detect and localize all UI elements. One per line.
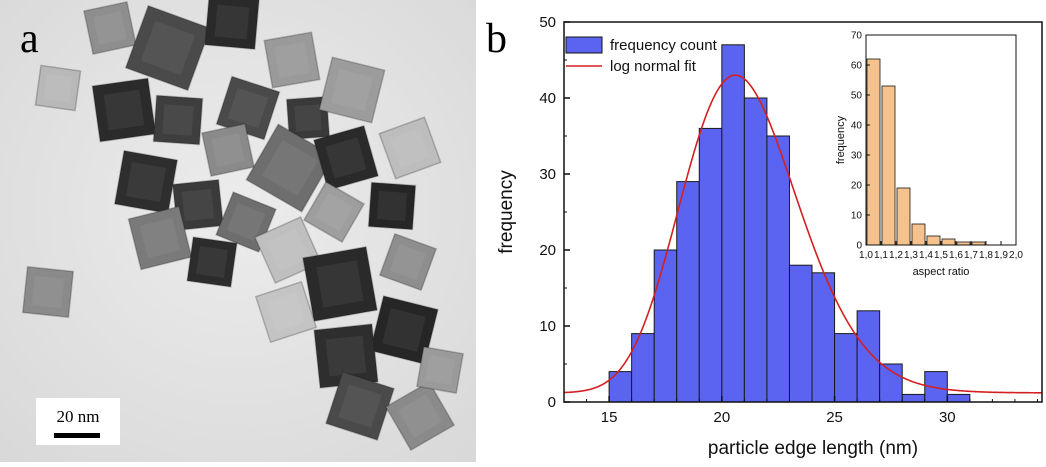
histogram-bar [766, 135, 790, 403]
nanocube [312, 124, 380, 192]
histogram-bar [901, 393, 926, 403]
histogram-panel: b 15 20 25 30 0 10 20 30 40 50 particle edge lengt… [478, 0, 1046, 462]
nanocube [369, 295, 439, 365]
nanocube [318, 56, 386, 124]
inset-bar [941, 238, 956, 246]
y-axis-title: frequency [496, 170, 517, 254]
inset-x-tick-label: 2,0 [1009, 250, 1023, 261]
histogram-bar [653, 249, 678, 403]
nanocube [378, 116, 442, 180]
nanocube [215, 75, 281, 141]
histogram-bar [788, 264, 813, 403]
log-normal-fit-line [563, 74, 1042, 394]
inset-bar [911, 223, 926, 246]
inset-x-tick-label: 1,5 [934, 250, 948, 261]
tem-micrograph: a 20 nm [0, 0, 476, 462]
inset-bar [926, 235, 941, 246]
histogram-chart: b 15 20 25 30 0 10 20 30 40 50 particle edge lengt… [478, 0, 1046, 462]
x-tick-label: 15 [601, 409, 618, 426]
nanocube [254, 280, 318, 344]
nanocube [302, 180, 366, 244]
inset-histogram: 1,0 1,1 1,2 1,3 1,4 1,5 1,6 1,7 1,8 1,9 2,0 0 10 20 30… [835, 31, 1023, 279]
nanocube [285, 95, 331, 141]
main-histogram: 15 20 25 30 0 10 20 30 40 50 particle edge length … [496, 14, 1043, 459]
y-tick-label: 20 [539, 242, 556, 259]
tem-image-panel: a 20 nm [0, 0, 476, 462]
nanocube [113, 149, 179, 215]
histogram-bar [946, 393, 971, 403]
inset-y-tick-label: 40 [851, 121, 863, 132]
nanocube [384, 380, 456, 452]
inset-y-axis-title: frequency [835, 115, 847, 164]
legend-swatch-bar [565, 36, 603, 54]
nanocube [302, 246, 378, 322]
inset-y-tick-label: 20 [851, 181, 863, 192]
x-tick-label: 30 [939, 409, 956, 426]
inset-x-tick-label: 1,3 [904, 250, 918, 261]
histogram-bar [743, 97, 768, 403]
inset-y-tick-label: 0 [856, 241, 862, 252]
nanocube [124, 4, 212, 92]
inset-bar [896, 187, 911, 246]
nanocube [245, 123, 335, 213]
nanocube [201, 123, 255, 177]
nanocube [83, 1, 137, 55]
nanocube [127, 205, 193, 271]
nanocube [263, 31, 321, 89]
nanocube [34, 64, 82, 112]
legend-label: frequency count [610, 37, 718, 54]
scale-bar-label: 20 nm [57, 407, 100, 426]
inset-bar [866, 58, 881, 246]
panel-letter-a: a [20, 16, 39, 62]
histogram-bar [856, 310, 881, 403]
inset-x-tick-label: 1,8 [979, 250, 993, 261]
nanocube [325, 371, 395, 441]
y-tick-label: 30 [539, 166, 556, 183]
inset-y-tick-label: 10 [851, 211, 863, 222]
nanocube [415, 345, 465, 395]
nanocube [367, 181, 417, 231]
y-tick-label: 0 [548, 394, 556, 411]
histogram-bar [721, 44, 745, 403]
inset-bar [881, 85, 896, 246]
y-tick-label: 10 [539, 318, 556, 335]
y-tick-label: 40 [539, 90, 556, 107]
inset-y-tick-label: 70 [851, 31, 863, 42]
inset-x-tick-label: 1,0 [859, 250, 873, 261]
legend: frequency count log normal fit [565, 36, 718, 75]
inset-x-tick-label: 1,4 [919, 250, 933, 261]
x-tick-label: 20 [713, 409, 730, 426]
x-tick-label: 25 [826, 409, 843, 426]
nanocube [186, 236, 238, 288]
panel-letter-b: b [486, 16, 507, 62]
inset-y-tick-label: 60 [851, 61, 863, 72]
nanocube [204, 0, 260, 50]
inset-x-axis-title: aspect ratio [913, 266, 970, 278]
inset-y-tick-label: 50 [851, 91, 863, 102]
nanocube [21, 265, 75, 319]
inset-x-tick-label: 1,6 [949, 250, 963, 261]
nanocube [152, 94, 204, 146]
histogram-bar [698, 127, 723, 403]
nanocube [378, 232, 438, 292]
nanocube-group [21, 0, 465, 452]
histogram-bar [834, 333, 858, 403]
inset-x-tick-label: 1,2 [889, 250, 903, 261]
y-tick-label: 50 [539, 14, 556, 31]
legend-label: log normal fit [610, 58, 697, 75]
histogram-bar [676, 181, 700, 403]
scale-bar [54, 433, 100, 438]
inset-y-tick-label: 30 [851, 151, 863, 162]
nanocube [171, 178, 225, 232]
inset-x-tick-label: 1,9 [994, 250, 1008, 261]
inset-x-tick-label: 1,1 [874, 250, 888, 261]
x-axis-title: particle edge length (nm) [708, 438, 918, 459]
histogram-bar [879, 363, 903, 403]
nanocube [91, 77, 157, 143]
inset-x-tick-label: 1,7 [964, 250, 978, 261]
histogram-bar [608, 371, 633, 403]
histogram-bar [811, 272, 836, 403]
